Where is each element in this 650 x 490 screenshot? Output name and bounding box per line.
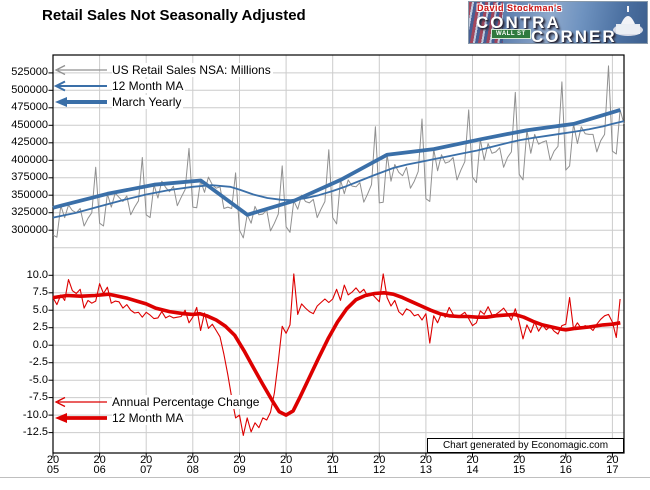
y-axis-label-sales: 400000 <box>11 153 48 166</box>
legend-label-annual-pct-change: Annual Percentage Change <box>112 395 262 409</box>
logo-corner-text: CORNER <box>531 27 617 44</box>
x-axis-label-year: 20 16 <box>559 454 572 476</box>
logo-contra-text: CONTRA <box>476 13 561 32</box>
y-axis-label-sales: 525000 <box>11 66 48 79</box>
legend-label-march-yearly: March Yearly <box>112 95 184 109</box>
y-axis-label-pct: 7.5 <box>32 286 48 299</box>
y-axis-label-pct: -12.5 <box>22 426 48 439</box>
x-axis-label-year: 20 10 <box>279 454 293 476</box>
legend-label-retail-sales: US Retail Sales NSA: Millions <box>112 63 273 77</box>
y-axis-label-pct: -7.5 <box>29 391 48 404</box>
y-axis-label-pct: 2.5 <box>32 321 48 334</box>
wall-st-sign: WALL ST <box>491 29 531 39</box>
y-axis-label-sales: 300000 <box>11 223 48 236</box>
contra-corner-logo[interactable]: David Stockman's CONTRA CORNER WALL ST <box>468 1 648 44</box>
x-axis-label-year: 20 09 <box>233 454 246 476</box>
x-axis-label-year: 20 15 <box>513 454 526 476</box>
y-axis-label-sales: 450000 <box>11 118 48 131</box>
x-axis-label-year: 20 13 <box>419 454 433 476</box>
bottom-divider <box>0 477 650 478</box>
legend-label-pct-12-month-ma: 12 Month MA <box>112 411 186 425</box>
y-axis-label-sales: 500000 <box>11 83 48 96</box>
x-axis-label-year: 20 14 <box>466 454 479 476</box>
y-axis-label-sales: 350000 <box>11 188 48 201</box>
logo-byline: David Stockman's <box>477 3 563 13</box>
y-axis-label-pct: 0.0 <box>32 338 48 351</box>
x-axis-label-year: 20 07 <box>140 454 153 476</box>
y-axis-label-sales: 425000 <box>11 136 48 149</box>
x-axis-label-year: 20 17 <box>606 454 619 476</box>
capitol-icon <box>604 4 644 43</box>
y-axis-label-pct: -2.5 <box>29 356 48 369</box>
y-axis-label-sales: 475000 <box>11 101 48 114</box>
x-axis-label-year: 20 12 <box>373 454 386 476</box>
y-axis-label-pct: -5.0 <box>29 373 48 386</box>
y-axis-label-sales: 375000 <box>11 171 48 184</box>
x-axis-label-year: 20 08 <box>186 454 199 476</box>
x-axis-label-year: 20 06 <box>93 454 106 476</box>
x-axis-label-year: 20 11 <box>326 454 339 476</box>
y-axis-label-pct: -10.0 <box>22 408 48 421</box>
legend-label-12-month-ma: 12 Month MA <box>112 79 186 93</box>
economagic-credit: Chart generated by Economagic.com <box>427 438 624 453</box>
y-axis-label-pct: 10.0 <box>26 268 48 281</box>
page-title: Retail Sales Not Seasonally Adjusted <box>42 7 306 24</box>
y-axis-label-pct: 5.0 <box>32 303 48 316</box>
x-axis-label-year: 20 05 <box>46 454 60 476</box>
y-axis-label-sales: 325000 <box>11 206 48 219</box>
